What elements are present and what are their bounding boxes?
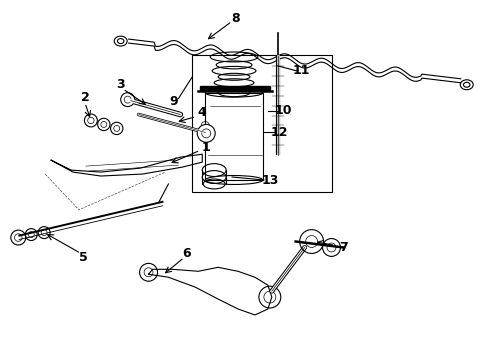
Polygon shape (200, 86, 270, 90)
Text: 6: 6 (182, 247, 191, 260)
Bar (192, 55, 332, 192)
Polygon shape (148, 267, 272, 315)
Circle shape (121, 93, 135, 107)
Text: 4: 4 (198, 106, 207, 119)
Text: 7: 7 (339, 241, 348, 254)
Text: 2: 2 (80, 91, 89, 104)
Text: 10: 10 (275, 104, 293, 117)
Text: 5: 5 (78, 251, 87, 264)
Text: 11: 11 (293, 64, 311, 77)
Bar (205, 93, 263, 180)
Text: 8: 8 (232, 12, 241, 25)
Text: 3: 3 (117, 78, 125, 91)
Text: 13: 13 (261, 174, 278, 186)
Text: 1: 1 (202, 141, 211, 154)
Text: 12: 12 (271, 126, 289, 139)
Circle shape (197, 125, 215, 142)
Text: 9: 9 (169, 95, 178, 108)
